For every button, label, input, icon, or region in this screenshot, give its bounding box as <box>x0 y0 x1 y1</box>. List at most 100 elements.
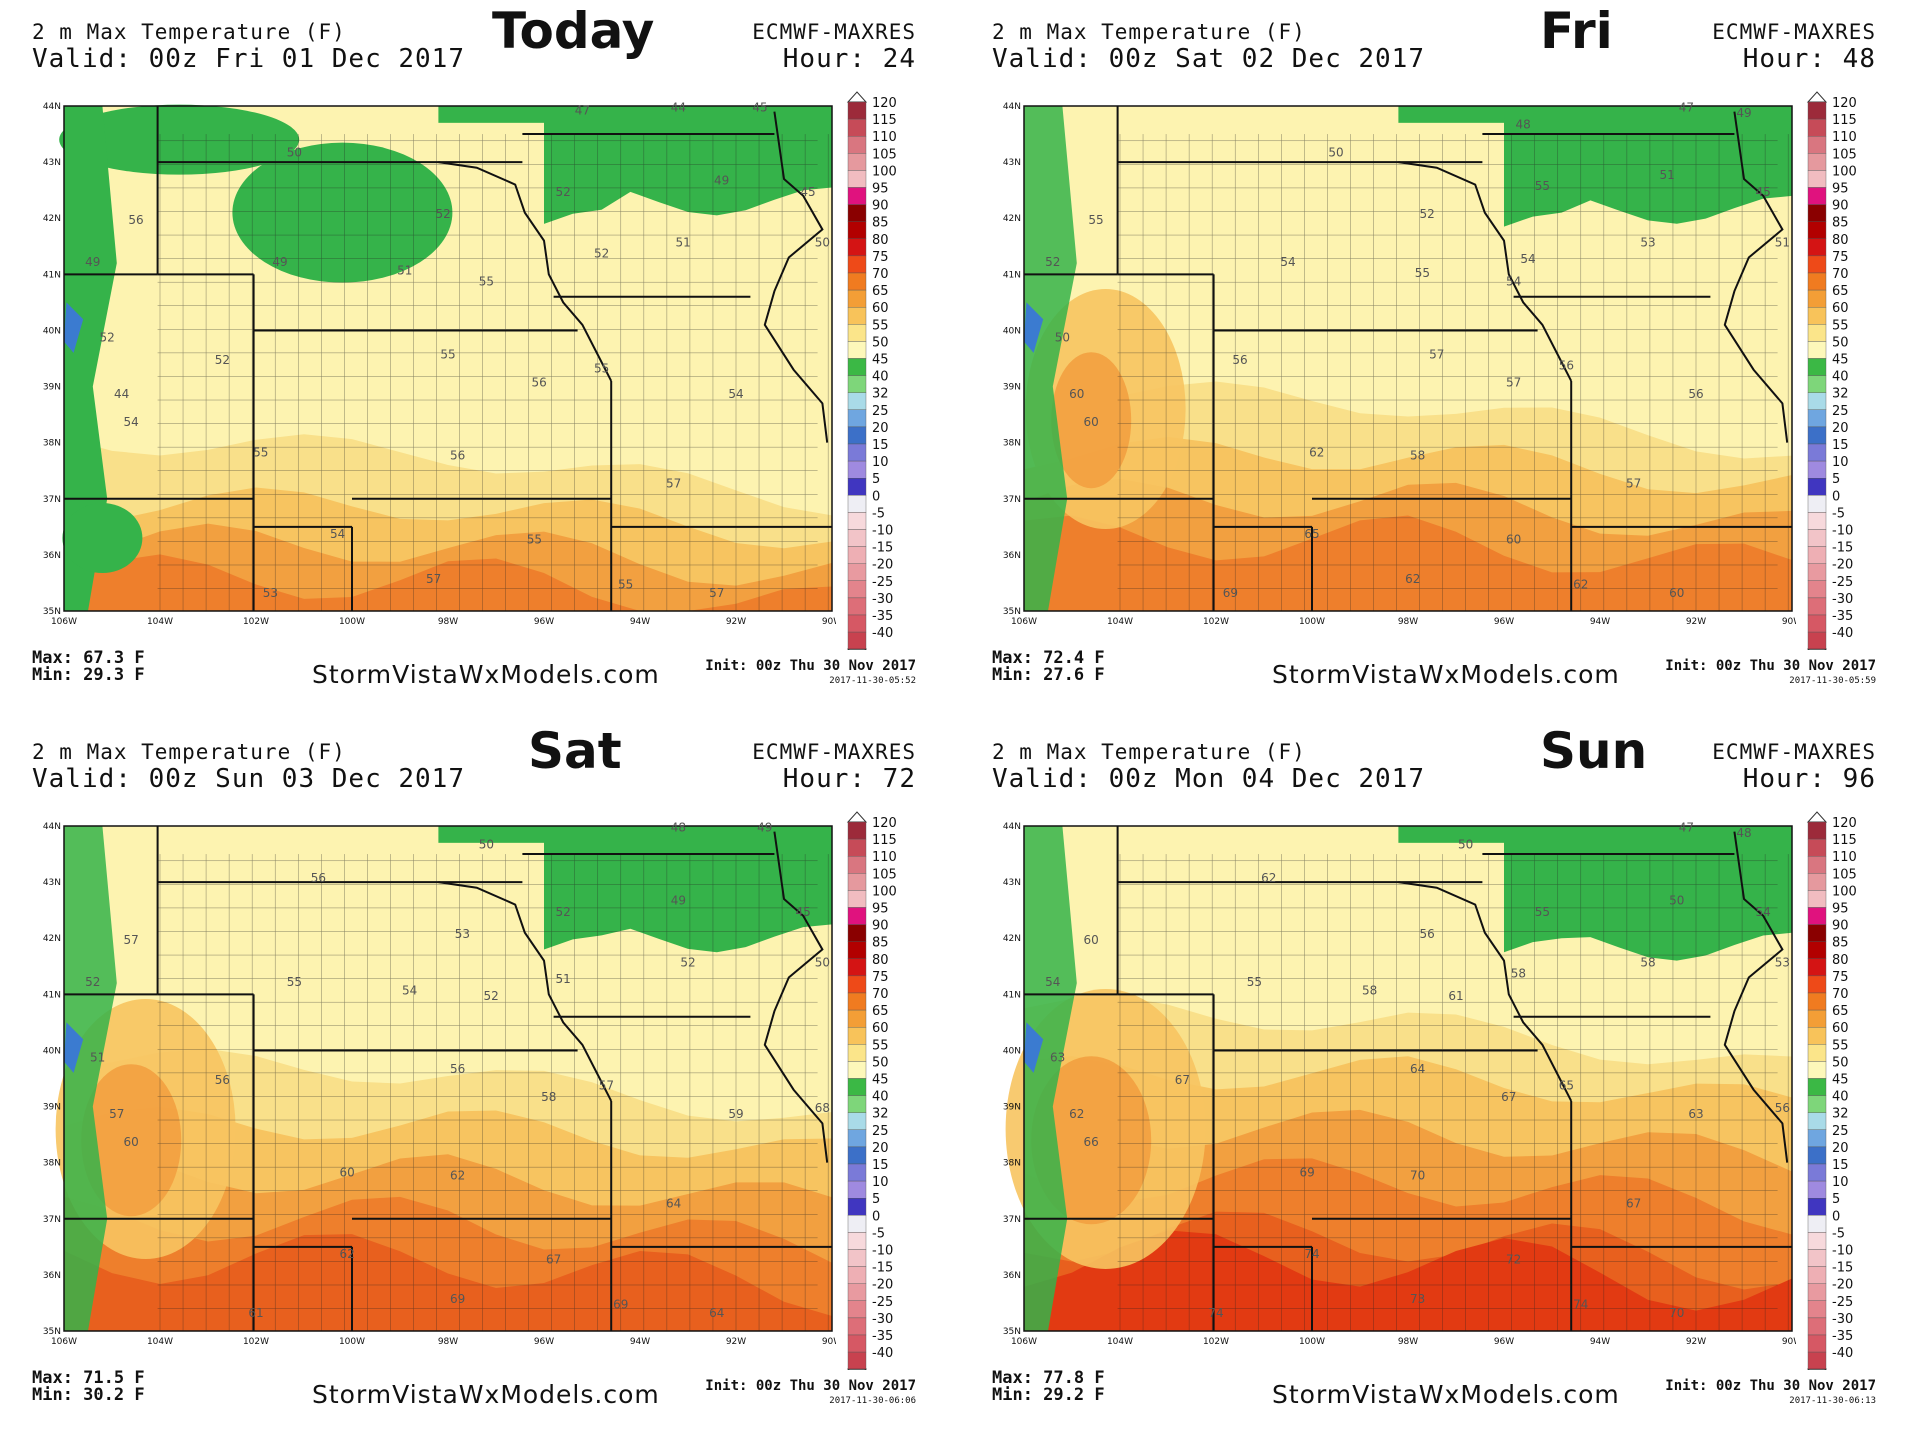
temperature-value-label: 51 <box>676 235 691 249</box>
color-legend: 1201151101051009590858075706560555045403… <box>1806 91 1857 650</box>
model-name: ECMWF-MAXRES <box>752 740 916 764</box>
legend-value-label: 80 <box>1832 953 1849 968</box>
max-min-values: Max: 72.4 F Min: 27.6 F <box>992 650 1105 684</box>
legend-swatch <box>847 563 867 582</box>
legend-value-label: 15 <box>872 1158 889 1173</box>
lon-tick-label: 94W <box>630 617 650 625</box>
legend-value-label: 65 <box>1832 1004 1849 1019</box>
temperature-value-label: 44 <box>671 101 686 115</box>
min-value: Min: 29.2 F <box>992 1385 1105 1405</box>
temperature-value-label: 58 <box>1410 449 1425 463</box>
lon-tick-label: 94W <box>1590 1337 1610 1345</box>
temperature-value-label: 60 <box>1084 415 1099 429</box>
lat-tick-label: 41N <box>43 990 61 1000</box>
max-min-values: Max: 77.8 F Min: 29.2 F <box>992 1370 1105 1404</box>
legend-swatch <box>847 136 867 154</box>
model-name: ECMWF-MAXRES <box>1712 740 1876 764</box>
legend-value-label: 0 <box>1832 1209 1840 1224</box>
temperature-value-label: 45 <box>752 101 767 115</box>
temperature-value-label: 54 <box>402 983 417 997</box>
temperature-value-label: 57 <box>124 933 139 947</box>
legend-value-label: -25 <box>1832 1295 1853 1310</box>
temperature-value-label: 48 <box>1736 826 1751 840</box>
legend-value-label: 110 <box>872 130 897 145</box>
forecast-hour: Hour: 48 <box>1742 44 1876 74</box>
temperature-value-label: 69 <box>1300 1166 1315 1180</box>
lon-tick-label: 104W <box>1107 1337 1133 1345</box>
temperature-value-label: 60 <box>124 1135 139 1149</box>
legend-value-label: -40 <box>872 626 893 641</box>
legend-value-label: 40 <box>1832 370 1849 385</box>
temperature-value-label: 74 <box>1208 1306 1223 1320</box>
timestamp: 2017-11-30-05:52 <box>829 676 916 686</box>
legend-value-label: 40 <box>872 370 889 385</box>
legend-value-label: 110 <box>1832 130 1857 145</box>
legend-arrow-bottom <box>846 648 868 650</box>
legend-swatch <box>1807 409 1827 428</box>
legend-swatch <box>1807 1061 1827 1079</box>
legend-swatch <box>847 204 867 222</box>
legend-swatch <box>847 170 867 188</box>
legend-value-label: 25 <box>1832 404 1849 419</box>
temperature-value-label: 69 <box>1223 586 1238 600</box>
valid-time: Valid: 00z Sat 02 Dec 2017 <box>992 44 1425 74</box>
lon-tick-label: 106W <box>51 617 77 625</box>
legend-value-label: 55 <box>1832 1038 1849 1053</box>
temperature-value-label: 52 <box>1045 255 1060 269</box>
temperature-value-label: 49 <box>757 821 772 835</box>
lat-tick-label: 39N <box>43 383 61 393</box>
temperature-map: 106W 104W 102W 100W 98W 96W 94W 92W 90W 35N 36N 37N… <box>1003 821 1796 1345</box>
temperature-value-label: 56 <box>450 1062 465 1076</box>
legend-swatch <box>847 1334 867 1353</box>
legend-swatch <box>1807 289 1827 308</box>
lon-tick-label: 92W <box>1686 1337 1706 1345</box>
legend-value-label: -5 <box>1832 506 1845 521</box>
legend-value-label: 80 <box>872 953 889 968</box>
legend-swatch <box>1807 495 1827 513</box>
legend-swatch <box>847 975 867 994</box>
lon-tick-label: 96W <box>534 617 554 625</box>
temperature-value-label: 52 <box>594 247 609 261</box>
legend-swatch <box>1807 924 1827 942</box>
lon-tick-label: 92W <box>1686 617 1706 625</box>
legend-value-label: 60 <box>1832 1021 1849 1036</box>
temperature-value-label: 74 <box>1573 1298 1588 1312</box>
temperature-value-label: 56 <box>450 449 465 463</box>
legend-swatch <box>1807 546 1827 564</box>
legend-value-label: 5 <box>872 472 880 487</box>
legend-value-label: 120 <box>872 816 897 831</box>
legend-swatch <box>847 1266 867 1284</box>
legend-swatch <box>847 101 867 120</box>
legend-value-label: 55 <box>1832 318 1849 333</box>
forecast-hour: Hour: 72 <box>782 764 916 794</box>
legend-value-label: -15 <box>1832 1261 1853 1276</box>
legend-value-label: 55 <box>872 1038 889 1053</box>
legend-value-label: 0 <box>872 489 880 504</box>
temperature-value-label: 52 <box>556 185 571 199</box>
legend-value-label: 85 <box>1832 216 1849 231</box>
legend-swatch <box>847 1215 867 1233</box>
legend-swatch <box>1807 1009 1827 1028</box>
lon-tick-label: 102W <box>1203 1337 1229 1345</box>
temperature-value-label: 63 <box>1050 1051 1065 1065</box>
temperature-value-label: 58 <box>541 1090 556 1104</box>
legend-value-label: 80 <box>872 233 889 248</box>
legend-swatch <box>847 1180 867 1199</box>
legend-value-label: 70 <box>872 267 889 282</box>
forecast-panel-sat: 2 m Max Temperature (F) Valid: 00z Sun 0… <box>0 720 960 1440</box>
temperature-value-label: 56 <box>1559 359 1574 373</box>
temperature-value-label: 56 <box>128 213 143 227</box>
legend-value-label: 50 <box>1832 335 1849 350</box>
min-value: Min: 30.2 F <box>32 1385 145 1405</box>
legend-swatch <box>1807 1180 1827 1199</box>
legend-swatch <box>1807 941 1827 959</box>
legend-swatch <box>1807 1283 1827 1302</box>
legend-swatch <box>1807 838 1827 857</box>
legend-swatch <box>847 306 867 325</box>
lat-tick-label: 44N <box>1003 822 1021 832</box>
lat-tick-label: 38N <box>1003 439 1021 449</box>
legend-swatch <box>847 324 867 342</box>
legend-value-label: 105 <box>872 867 897 882</box>
legend-value-label: 100 <box>872 164 897 179</box>
legend-swatch <box>1807 873 1827 891</box>
